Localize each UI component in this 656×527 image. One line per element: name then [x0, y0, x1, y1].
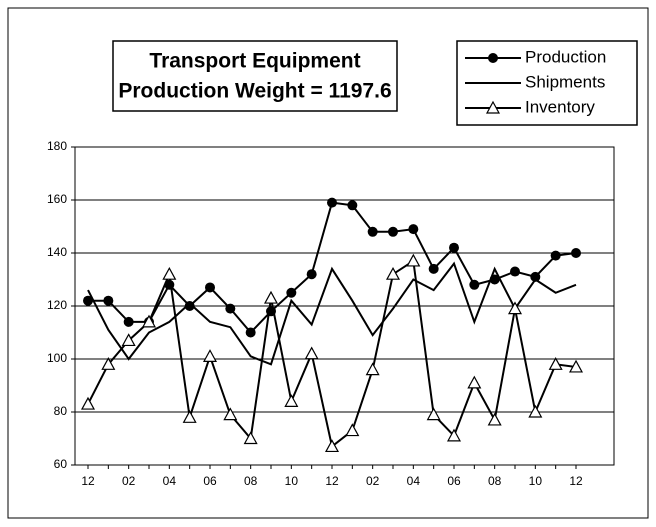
x-tick-label: 02: [366, 474, 380, 488]
point: [530, 271, 541, 282]
point: [121, 333, 136, 347]
point: [306, 269, 317, 280]
point: [408, 224, 419, 235]
point: [223, 407, 238, 421]
point: [487, 412, 502, 426]
y-tick-label: 180: [47, 139, 67, 153]
point: [428, 263, 439, 274]
x-tick-label: 12: [569, 474, 583, 488]
x-tick-label: 02: [122, 474, 136, 488]
y-tick-label: 160: [47, 192, 67, 206]
legend-label: Shipments: [525, 72, 605, 91]
series-line: [87, 261, 577, 366]
point: [245, 327, 256, 338]
point: [184, 301, 195, 311]
point: [345, 423, 360, 437]
point: [571, 248, 581, 258]
x-tick-label: 10: [529, 474, 543, 488]
x-tick-label: 12: [325, 474, 339, 488]
point: [449, 242, 459, 253]
point: [550, 250, 561, 261]
point: [80, 396, 96, 410]
point: [284, 394, 299, 407]
point: [202, 349, 218, 362]
point: [485, 100, 501, 114]
title-box: [112, 40, 398, 112]
point: [123, 316, 134, 327]
point: [507, 301, 523, 315]
point: [467, 375, 482, 389]
point: [141, 314, 157, 328]
y-tick-label: 140: [47, 245, 67, 259]
point: [162, 266, 177, 280]
y-tick-label: 80: [54, 404, 68, 418]
x-tick-label: 10: [285, 474, 299, 488]
point: [528, 404, 543, 418]
point: [388, 226, 398, 237]
point: [101, 357, 116, 370]
point: [263, 290, 279, 304]
point: [406, 253, 421, 267]
point: [469, 279, 480, 290]
point: [446, 428, 462, 442]
point: [324, 439, 340, 453]
point: [182, 410, 197, 423]
x-tick-label: 06: [203, 474, 217, 488]
point: [243, 431, 258, 445]
x-tick-label: 12: [81, 474, 95, 488]
point: [510, 266, 520, 277]
point: [385, 266, 401, 280]
legend-label: Inventory: [525, 97, 595, 116]
chart-subtitle: Production Weight = 1197.6: [118, 80, 391, 103]
x-tick-label: 04: [163, 474, 177, 488]
point: [347, 200, 358, 211]
x-tick-label: 08: [488, 474, 502, 488]
point: [426, 407, 441, 421]
y-tick-label: 120: [47, 298, 67, 312]
point: [327, 197, 337, 208]
point: [225, 303, 236, 314]
point: [367, 226, 378, 237]
y-tick-label: 60: [54, 457, 68, 471]
point: [83, 295, 93, 306]
point: [548, 357, 563, 370]
point: [365, 362, 380, 376]
x-tick-label: 06: [447, 474, 461, 488]
chart-title: Transport Equipment: [149, 50, 360, 73]
point: [286, 287, 297, 298]
point: [488, 53, 498, 63]
x-tick-label: 08: [244, 474, 258, 488]
legend-label: Production: [525, 47, 606, 66]
point: [568, 359, 584, 373]
x-tick-label: 04: [407, 474, 421, 488]
point: [205, 282, 215, 293]
y-tick-label: 100: [47, 351, 67, 365]
point: [103, 295, 114, 306]
point: [304, 346, 319, 360]
